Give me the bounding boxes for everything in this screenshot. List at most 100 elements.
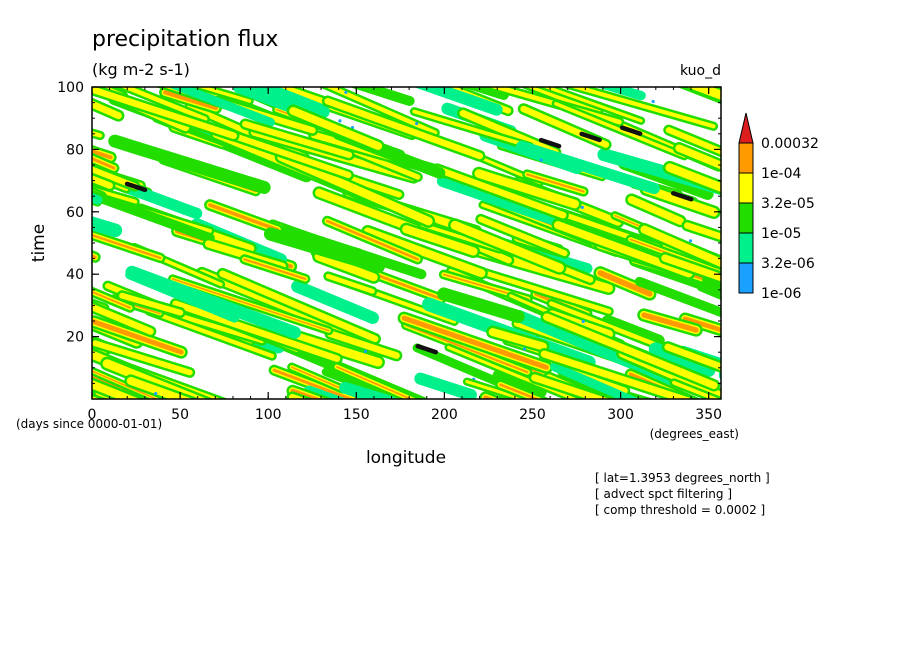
chart-notes: [ lat=1.3953 degrees_north ] [ advect spc… xyxy=(595,471,770,517)
y-tick-label: 40 xyxy=(66,267,84,283)
heatmap-streak xyxy=(92,130,103,138)
heatmap-streak xyxy=(437,287,525,323)
heatmap-streak xyxy=(92,337,110,353)
heatmap-streak xyxy=(324,97,484,160)
heatmap-streak xyxy=(640,225,721,268)
heatmap-streak xyxy=(163,90,218,111)
heatmap-streak xyxy=(492,369,547,398)
heatmap-speck xyxy=(332,406,335,409)
colorbar-label: 0.00032 xyxy=(761,136,819,152)
heatmap-streak xyxy=(167,87,275,127)
heatmap-speck xyxy=(581,319,585,324)
heatmap-speck xyxy=(344,90,348,94)
heatmap-streak xyxy=(290,388,322,399)
strong-event-mark xyxy=(579,131,602,143)
heatmap-streak xyxy=(465,380,528,399)
chart-title: precipitation flux xyxy=(92,27,278,52)
colorbar-label: 1e-04 xyxy=(761,166,801,182)
heatmap-streak xyxy=(92,166,138,190)
x-tick-label: 0 xyxy=(88,407,97,423)
y-tick-label: 80 xyxy=(66,142,84,158)
heatmap-streak xyxy=(554,102,687,158)
heatmap-streak xyxy=(648,342,716,377)
heatmap-streak xyxy=(526,173,585,193)
heatmap-streak xyxy=(119,292,184,316)
heatmap-streak xyxy=(92,196,102,207)
heatmap-streak xyxy=(682,316,721,333)
heatmap-streak xyxy=(641,312,699,333)
heatmap-streak xyxy=(474,169,580,209)
heatmap-speck xyxy=(69,183,72,186)
heatmap-speck xyxy=(173,401,176,404)
colorbar-arrow xyxy=(738,112,754,144)
colorbar-box xyxy=(738,232,754,264)
heatmap-streak xyxy=(92,198,100,205)
heatmap-streak xyxy=(92,370,159,399)
heatmap-streak xyxy=(336,366,413,399)
heatmap-streak xyxy=(92,187,138,205)
heatmap-streak xyxy=(413,87,503,116)
heatmap-streak xyxy=(500,87,520,91)
y-tick-label: 100 xyxy=(57,80,84,96)
dataset-label: kuo_d xyxy=(680,63,721,79)
heatmap-speck xyxy=(106,401,109,404)
heatmap-streak xyxy=(126,376,194,399)
y-axis: 20 40 60 80 100 xyxy=(57,80,721,384)
strong-event-mark xyxy=(619,125,643,136)
y-axis-units: (days since 0000-01-01) xyxy=(16,417,162,431)
heatmap-streak xyxy=(339,381,403,399)
colorbar-label: 3.2e-06 xyxy=(761,256,815,272)
heatmap-streak xyxy=(314,252,378,282)
heatmap-streak xyxy=(499,383,540,399)
x-tick-label: 300 xyxy=(607,407,634,423)
heatmap-speck xyxy=(769,409,772,412)
heatmap-streak xyxy=(477,216,568,257)
heatmap-speck xyxy=(539,158,543,162)
heatmap-streak xyxy=(405,323,529,374)
colorbar-label: 1e-06 xyxy=(761,286,801,302)
heatmap-streak xyxy=(291,366,344,390)
heatmap-streak xyxy=(277,152,433,226)
strong-event-mark xyxy=(670,190,694,202)
heatmap-streak xyxy=(92,303,154,335)
heatmap-streak xyxy=(243,258,307,281)
heatmap-streak xyxy=(92,290,132,309)
x-tick-label: 50 xyxy=(171,407,189,423)
heatmap-streak xyxy=(349,87,415,106)
strong-event-mark xyxy=(124,181,148,193)
heatmap-streak xyxy=(740,409,806,427)
heatmap-streak xyxy=(488,328,547,351)
heatmap-streak xyxy=(402,225,478,256)
heatmap-speck xyxy=(338,119,342,123)
heatmap-streak xyxy=(516,140,660,195)
heatmap-streak xyxy=(0,359,86,388)
heatmap-streak xyxy=(92,128,105,141)
heatmap-streak xyxy=(665,163,721,193)
heatmap-speck xyxy=(772,387,775,390)
heatmap-streak xyxy=(702,66,837,126)
colorbar-box xyxy=(738,172,754,204)
note-line: [ advect spct filtering ] xyxy=(595,487,732,501)
heatmap-streak xyxy=(459,109,559,156)
heatmap-streak xyxy=(92,149,113,160)
heatmap-streak xyxy=(325,87,438,135)
heatmap-speck xyxy=(414,121,419,126)
heatmap-streak xyxy=(289,107,383,150)
x-tick-label: 150 xyxy=(343,407,370,423)
strong-event-mark xyxy=(538,137,562,149)
heatmap-streak xyxy=(664,343,721,371)
heatmap-streak xyxy=(92,319,184,355)
colorbar-label: 1e-05 xyxy=(761,226,801,242)
heatmap-streak xyxy=(272,368,355,399)
heatmap-streak xyxy=(543,313,718,389)
heatmap-streak xyxy=(488,87,622,125)
heatmap-streak xyxy=(92,87,237,140)
heatmap-speck xyxy=(651,99,655,104)
heatmap-streak xyxy=(553,221,693,278)
heatmap-streak xyxy=(232,87,302,115)
heatmap-streak xyxy=(702,274,721,291)
x-axis-units: (degrees_east) xyxy=(650,427,739,441)
heatmap-streak xyxy=(461,87,509,101)
heatmap-speck xyxy=(154,392,158,396)
heatmap-speck xyxy=(580,205,584,210)
